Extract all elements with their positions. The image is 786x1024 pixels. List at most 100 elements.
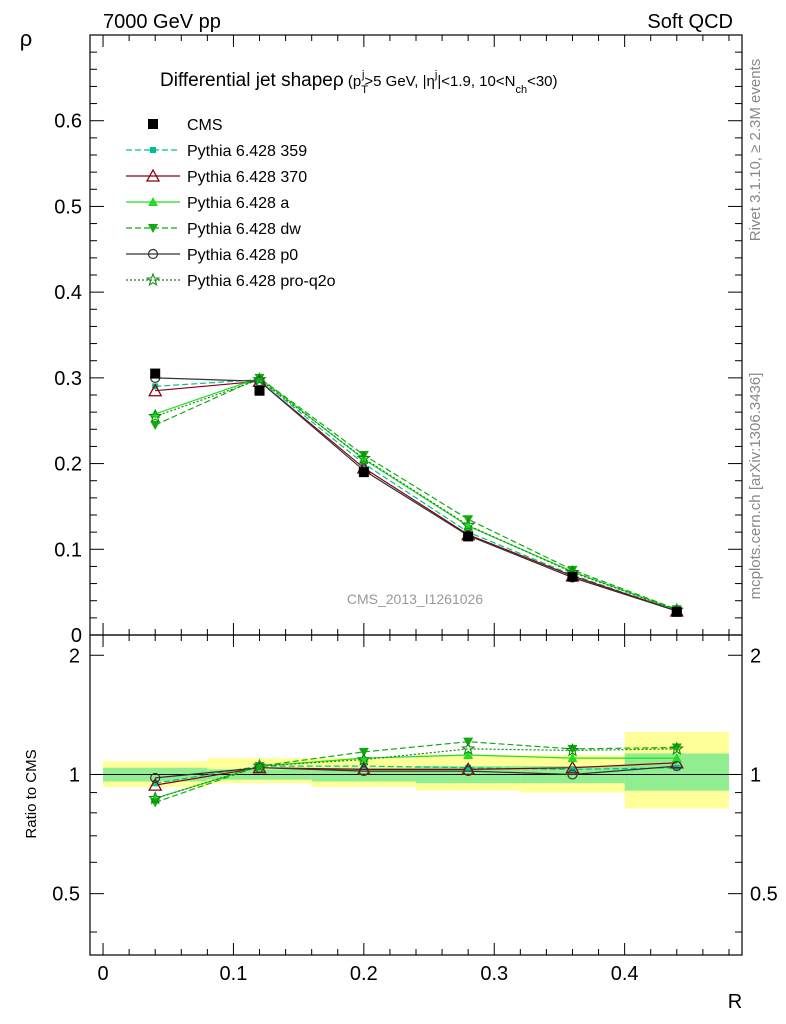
legend-label: Pythia 6.428 370 bbox=[187, 169, 307, 186]
y-axis-label: ρ bbox=[20, 26, 33, 51]
ratio-uncertainty-bands bbox=[103, 732, 729, 809]
marker-circle-open bbox=[358, 765, 369, 777]
y-tick-label: 0 bbox=[71, 625, 82, 647]
ratio-tick-label-left: 2 bbox=[69, 645, 80, 667]
legend-label: Pythia 6.428 a bbox=[187, 195, 289, 212]
marker-triangle-open bbox=[356, 762, 371, 776]
marker-triangle-down bbox=[567, 744, 578, 754]
marker-star bbox=[565, 742, 580, 757]
marker-triangle bbox=[148, 197, 158, 206]
analysis-watermark: CMS_2013_I1261026 bbox=[347, 591, 483, 607]
marker-triangle-open bbox=[145, 168, 161, 182]
marker-square bbox=[465, 764, 472, 771]
ratio-tick-label-right: 2 bbox=[750, 645, 761, 667]
axes: 0 0.1 0.2 0.3 0.4 0 0.1 0.2 0.3 0.4 0.5 0.6 0.5 0.5 1 1… bbox=[52, 34, 778, 985]
header-energy-label: 7000 GeV pp bbox=[103, 11, 221, 33]
marker-circle-open bbox=[671, 760, 682, 772]
title-rho: ρ bbox=[333, 70, 344, 91]
series-lines bbox=[148, 368, 684, 808]
title-sup-j2: j bbox=[434, 69, 437, 81]
title-sub-T: T bbox=[361, 84, 368, 96]
marker-triangle bbox=[567, 753, 578, 763]
y-tick-label: 0.3 bbox=[54, 368, 82, 390]
ratio-axis-label: Ratio to CMS bbox=[23, 749, 40, 838]
marker-triangle bbox=[671, 753, 682, 763]
legend: CMS Pythia 6.428 359 Pythia 6.428 370 Pythi… bbox=[126, 117, 336, 290]
y-tick-label: 0.2 bbox=[54, 454, 82, 476]
marker-square bbox=[358, 467, 369, 478]
title-main: Differential jet shape bbox=[160, 70, 333, 91]
series-line-ratio bbox=[155, 765, 677, 784]
title-open: (p bbox=[344, 73, 362, 90]
series-line-main bbox=[155, 380, 677, 612]
marker-square bbox=[152, 780, 159, 787]
y-tick-label: 0.4 bbox=[54, 282, 82, 304]
legend-label: Pythia 6.428 359 bbox=[187, 143, 307, 160]
marker-square bbox=[254, 385, 265, 396]
marker-star bbox=[356, 752, 371, 766]
legend-label: Pythia 6.428 pro-q2o bbox=[187, 273, 336, 290]
marker-circle-open bbox=[463, 765, 474, 777]
marker-triangle-down bbox=[671, 743, 682, 753]
rivet-version-label: Rivet 3.1.10, ≥ 2.3M events bbox=[747, 59, 764, 242]
marker-triangle-open bbox=[565, 760, 580, 774]
series-line-main bbox=[155, 377, 677, 612]
series-line-ratio bbox=[155, 741, 677, 803]
marker-square bbox=[152, 383, 159, 390]
marker-circle-open bbox=[567, 769, 578, 780]
series-line-main bbox=[155, 378, 677, 612]
legend-label: Pythia 6.428 dw bbox=[187, 221, 301, 238]
marker-square bbox=[567, 571, 578, 582]
marker-square bbox=[463, 531, 474, 542]
series-line-ratio bbox=[155, 748, 677, 799]
y-tick-label: 0.6 bbox=[54, 111, 82, 133]
chart-title: Differential jet shapeρ (pTj>5 GeV, |ηj|… bbox=[160, 69, 558, 96]
ratio-tick-label-right: 0.5 bbox=[750, 884, 778, 906]
legend-label: Pythia 6.428 p0 bbox=[187, 247, 298, 264]
marker-square bbox=[148, 119, 158, 129]
x-tick-label: 0.4 bbox=[611, 963, 639, 985]
marker-square bbox=[150, 368, 161, 379]
marker-triangle-down bbox=[150, 421, 161, 430]
marker-triangle-open bbox=[148, 383, 163, 397]
series-line-main bbox=[155, 378, 678, 611]
x-tick-label: 0.3 bbox=[480, 963, 508, 985]
series-line-main bbox=[155, 377, 678, 611]
title-sub-ch: ch bbox=[515, 84, 527, 96]
series-line-main bbox=[154, 377, 678, 610]
ratio-tick-label-left: 1 bbox=[69, 764, 80, 786]
header-category-label: Soft QCD bbox=[647, 11, 733, 33]
title-end: <30) bbox=[527, 73, 557, 90]
marker-triangle-open bbox=[461, 762, 476, 776]
marker-triangle-down bbox=[148, 224, 158, 233]
marker-circle-open bbox=[147, 248, 159, 260]
x-axis-label: R bbox=[728, 991, 742, 1013]
x-tick-label: 0 bbox=[97, 963, 108, 985]
marker-triangle-down bbox=[567, 565, 578, 575]
series-line-ratio bbox=[155, 765, 677, 779]
marker-square bbox=[671, 606, 682, 617]
ratio-tick-label-left: 0.5 bbox=[52, 884, 80, 906]
marker-star bbox=[145, 272, 161, 287]
x-tick-label: 0.2 bbox=[350, 963, 378, 985]
marker-star bbox=[461, 517, 476, 532]
series-line-ratio bbox=[155, 754, 677, 799]
marker-star bbox=[461, 741, 476, 756]
title-mid1: >5 GeV, |η bbox=[364, 73, 434, 90]
title-mid2: |<1.9, 10<N bbox=[437, 73, 515, 90]
marker-triangle bbox=[150, 408, 161, 418]
x-tick-label: 0.1 bbox=[220, 963, 248, 985]
marker-triangle-open bbox=[148, 777, 163, 791]
y-tick-label: 0.5 bbox=[54, 196, 82, 218]
legend-label: CMS bbox=[187, 117, 223, 134]
marker-star bbox=[148, 790, 163, 805]
marker-circle-open bbox=[150, 772, 161, 784]
mcplots-label: mcplots.cern.ch [arXiv:1306.3436] bbox=[747, 373, 764, 600]
marker-star bbox=[148, 408, 163, 423]
marker-star bbox=[252, 372, 267, 386]
marker-triangle-down bbox=[358, 451, 369, 460]
ratio-tick-label-right: 1 bbox=[750, 764, 761, 786]
marker-circle-open bbox=[254, 762, 265, 773]
marker-star bbox=[252, 758, 267, 773]
